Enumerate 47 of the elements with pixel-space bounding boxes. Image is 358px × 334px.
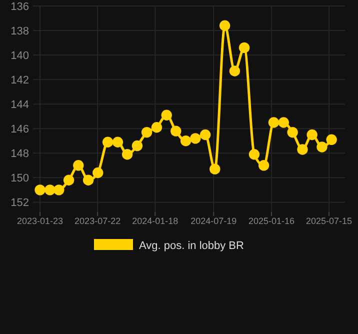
point: [200, 129, 211, 140]
y-tick-label: 146: [10, 123, 29, 136]
point: [34, 184, 46, 196]
y-tick-label: 152: [10, 197, 29, 210]
point: [278, 117, 289, 128]
y-tick-label: 150: [10, 172, 29, 185]
point: [238, 42, 250, 54]
point: [297, 144, 308, 155]
x-tick-label: 2024-07-19: [190, 216, 237, 226]
point: [287, 126, 298, 138]
y-tick-label: 136: [10, 0, 29, 13]
point: [102, 136, 114, 148]
y-tick-label: 148: [10, 148, 29, 160]
point: [112, 136, 124, 148]
point: [161, 110, 172, 120]
x-tick-label: 2023-07-22: [74, 216, 121, 226]
y-tick-label: 138: [10, 25, 29, 38]
x-tick-label: 2023-01-23: [17, 216, 64, 226]
point: [92, 167, 104, 178]
x-tick-label: 2025-01-16: [248, 216, 294, 226]
point: [141, 126, 152, 138]
point: [170, 126, 182, 136]
legend-label: Avg. pos. in lobby BR: [139, 240, 244, 252]
point: [326, 134, 337, 145]
point: [306, 129, 318, 140]
point: [122, 149, 133, 160]
point: [210, 164, 220, 174]
point: [132, 140, 143, 152]
point: [219, 20, 230, 31]
point: [82, 174, 94, 186]
point: [73, 160, 84, 171]
point: [248, 149, 260, 160]
point: [258, 160, 270, 171]
y-tick-label: 140: [10, 50, 29, 62]
point: [229, 66, 240, 76]
point: [190, 133, 201, 144]
point: [44, 184, 56, 196]
point: [268, 117, 280, 128]
point: [151, 122, 162, 133]
point: [63, 174, 74, 186]
x-tick-label: 2024-01-18: [132, 216, 178, 226]
x-tick-label: 2025-07-15: [306, 216, 352, 226]
point: [54, 184, 64, 196]
y-tick-label: 142: [10, 74, 29, 86]
y-tick-label: 144: [10, 98, 29, 111]
point: [180, 136, 192, 146]
point: [316, 142, 328, 152]
